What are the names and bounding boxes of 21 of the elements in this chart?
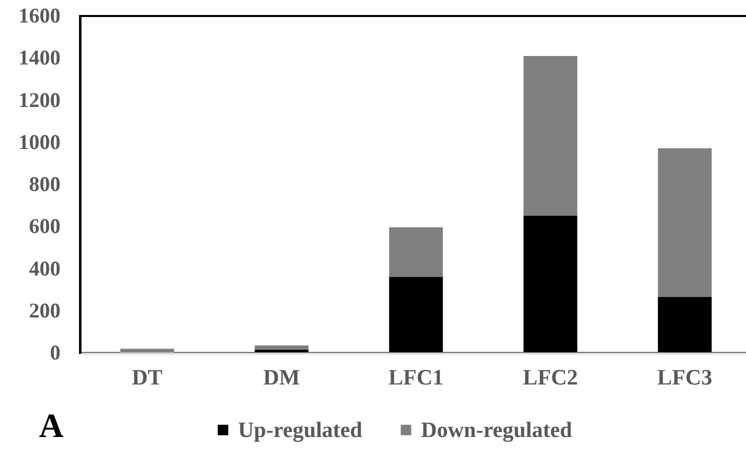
- bar: [254, 345, 308, 350]
- x-tick-label: DM: [263, 364, 300, 390]
- legend-label: Down-regulated: [421, 417, 572, 442]
- y-tick-label: 0: [50, 340, 60, 364]
- y-tick-label: 400: [29, 256, 60, 280]
- y-tick-label: 1000: [18, 130, 60, 154]
- bar: [389, 227, 443, 277]
- y-tick-label: 1600: [18, 4, 60, 28]
- x-tick-label: LFC2: [522, 364, 578, 390]
- y-tick-label: 600: [29, 214, 60, 238]
- x-tick-label: LFC1: [388, 364, 444, 390]
- y-tick-label: 1200: [18, 88, 60, 112]
- text: A: [39, 408, 64, 445]
- x-tick-label: LFC3: [657, 364, 712, 390]
- y-tick-label: 800: [29, 172, 60, 196]
- bar: [658, 148, 712, 297]
- legend-label: Up-regulated: [238, 417, 362, 442]
- bar: [524, 56, 578, 216]
- y-tick-label: 1400: [18, 46, 60, 70]
- x-tick-label: DT: [132, 364, 163, 390]
- y-tick-label: 200: [29, 298, 60, 322]
